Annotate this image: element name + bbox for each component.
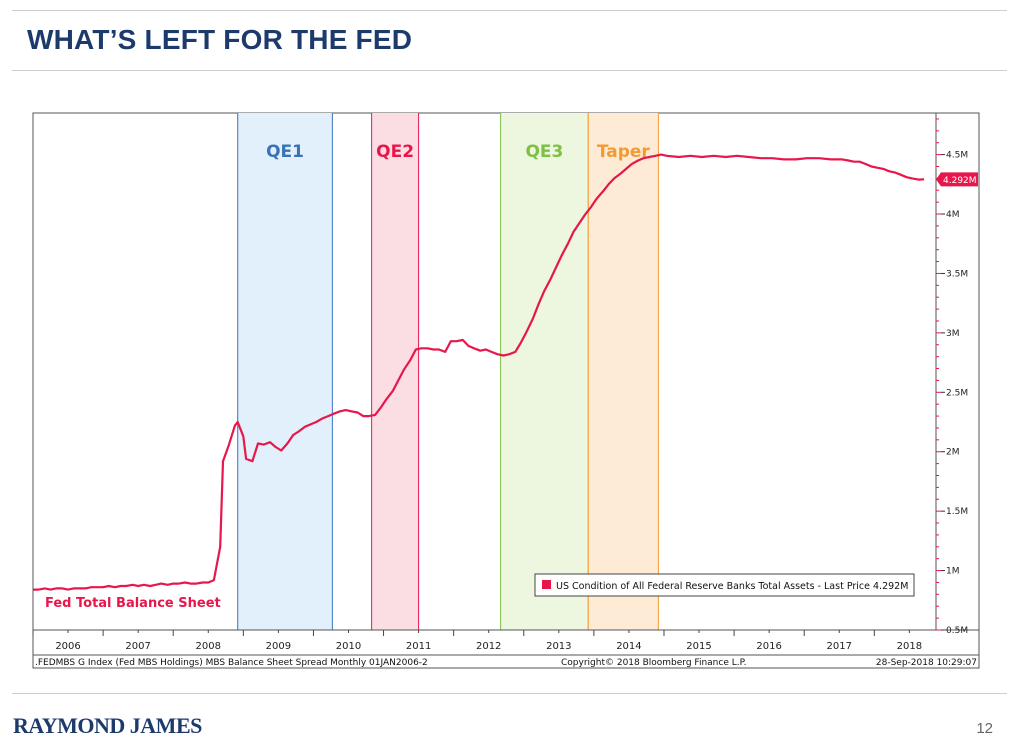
y-tick-label: 2M [946, 448, 960, 458]
y-tick-label: 4.5M [946, 151, 968, 161]
x-tick-label: 2008 [196, 641, 221, 652]
y-tick-label: 1M [946, 567, 960, 577]
axes-layer: 0.5M 1M 1.5M 2M 2.5M 3M 3.5M 4M 4.5M 2006 2007 2008… [32, 113, 979, 656]
band-label-qe3: QE3 [525, 142, 563, 162]
last-price-label: 4.292M [943, 176, 977, 186]
band-taper [588, 113, 659, 630]
footer-right: 28-Sep-2018 10:29:07 [876, 658, 977, 668]
x-tick-label: 2006 [55, 641, 80, 652]
legend-text: US Condition of All Federal Reserve Bank… [556, 581, 908, 592]
y-tick-label: 0.5M [946, 626, 968, 636]
x-tick-label: 2016 [756, 641, 781, 652]
page-number: 12 [976, 720, 993, 737]
band-label-qe2: QE2 [376, 142, 414, 162]
brand-logo: RAYMOND JAMES [13, 713, 202, 738]
bottom-rule [12, 693, 1007, 694]
x-tick-label: 2013 [546, 641, 571, 652]
x-tick-label: 2018 [897, 641, 922, 652]
bands-layer: QE1 QE2 QE3 Taper [237, 113, 659, 630]
y-tick-label: 2.5M [946, 388, 968, 398]
band-qe1 [237, 113, 333, 630]
title-rule [12, 70, 1007, 71]
y-tick-label: 4M [946, 210, 960, 220]
last-price-tag: 4.292M [936, 172, 978, 187]
legend-box: US Condition of All Federal Reserve Bank… [534, 573, 915, 597]
footer-left: .FEDMBS G Index (Fed MBS Holdings) MBS B… [35, 658, 428, 668]
band-qe2 [371, 113, 419, 630]
series-line [33, 153, 925, 591]
balance-sheet-chart: QE1 QE2 QE3 Taper 0.5M 1M 1.5M 2M 2.5M 3M 3.5M 4M 4… [32, 112, 980, 669]
y-tick-label: 1.5M [946, 507, 968, 517]
band-label-taper: Taper [597, 142, 651, 162]
y-tick-label: 3M [946, 329, 960, 339]
x-tick-label: 2012 [476, 641, 501, 652]
x-tick-label: 2007 [125, 641, 150, 652]
band-label-qe1: QE1 [266, 142, 304, 162]
x-tick-label: 2011 [406, 641, 431, 652]
legend-swatch [542, 580, 551, 589]
top-rule [12, 10, 1007, 11]
footer-center: Copyright© 2018 Bloomberg Finance L.P. [561, 658, 746, 668]
y-tick-label: 3.5M [946, 269, 968, 279]
x-tick-label: 2010 [336, 641, 361, 652]
x-tick-label: 2017 [827, 641, 852, 652]
x-tick-label: 2014 [616, 641, 641, 652]
x-tick-label: 2015 [686, 641, 711, 652]
last-price-shape [936, 172, 978, 187]
series-label: Fed Total Balance Sheet [45, 596, 221, 611]
band-qe3 [500, 113, 589, 630]
x-tick-label: 2009 [266, 641, 291, 652]
slide-title: WHAT’S LEFT FOR THE FED [27, 24, 413, 55]
